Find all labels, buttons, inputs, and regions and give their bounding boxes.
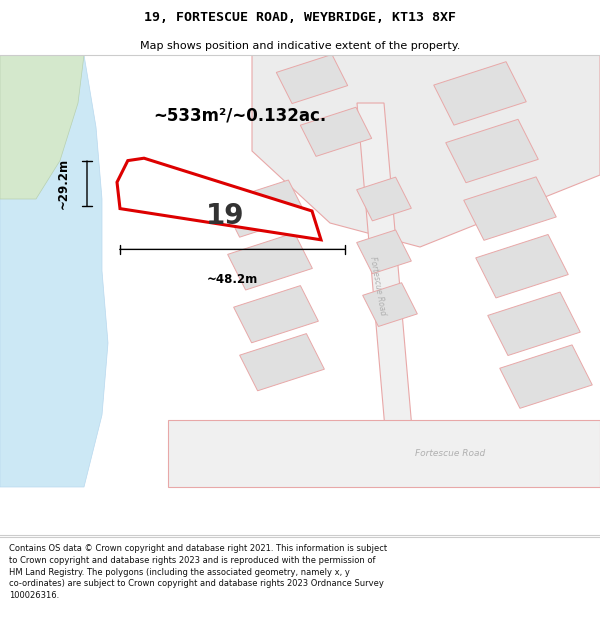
Polygon shape bbox=[357, 103, 417, 487]
Polygon shape bbox=[117, 158, 321, 240]
Polygon shape bbox=[252, 55, 600, 247]
Polygon shape bbox=[0, 55, 84, 199]
Text: ~29.2m: ~29.2m bbox=[56, 158, 70, 209]
Polygon shape bbox=[476, 234, 568, 298]
Polygon shape bbox=[362, 282, 418, 326]
Polygon shape bbox=[0, 55, 108, 487]
Polygon shape bbox=[500, 345, 592, 408]
Polygon shape bbox=[277, 54, 347, 104]
Text: 19: 19 bbox=[206, 202, 244, 230]
Polygon shape bbox=[233, 286, 319, 342]
Text: ~533m²/~0.132ac.: ~533m²/~0.132ac. bbox=[153, 106, 326, 124]
Polygon shape bbox=[168, 420, 600, 487]
Polygon shape bbox=[446, 119, 538, 182]
Text: ~48.2m: ~48.2m bbox=[207, 273, 258, 286]
Text: Fortescue Road: Fortescue Road bbox=[368, 256, 388, 316]
Polygon shape bbox=[356, 230, 412, 274]
Polygon shape bbox=[464, 177, 556, 241]
Text: 19, FORTESCUE ROAD, WEYBRIDGE, KT13 8XF: 19, FORTESCUE ROAD, WEYBRIDGE, KT13 8XF bbox=[144, 11, 456, 24]
Polygon shape bbox=[227, 232, 313, 290]
Polygon shape bbox=[356, 177, 412, 221]
Polygon shape bbox=[301, 107, 371, 156]
Polygon shape bbox=[488, 292, 580, 356]
Polygon shape bbox=[221, 180, 307, 238]
Polygon shape bbox=[434, 62, 526, 125]
Text: Contains OS data © Crown copyright and database right 2021. This information is : Contains OS data © Crown copyright and d… bbox=[9, 544, 387, 600]
Text: Map shows position and indicative extent of the property.: Map shows position and indicative extent… bbox=[140, 41, 460, 51]
Text: Fortescue Road: Fortescue Road bbox=[415, 449, 485, 458]
Polygon shape bbox=[239, 334, 325, 391]
